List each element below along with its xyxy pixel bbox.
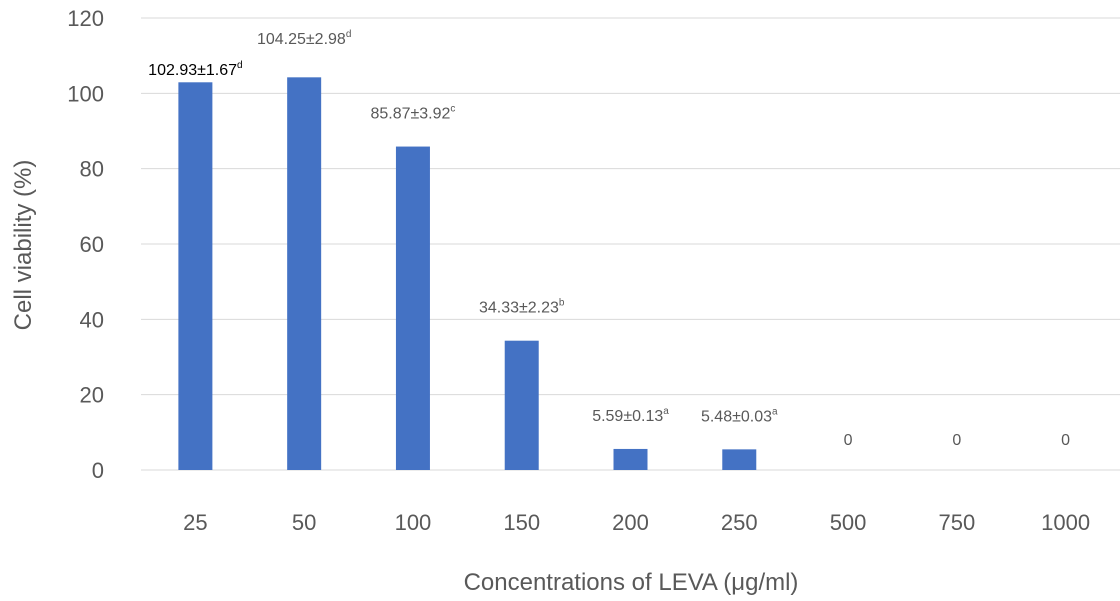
- data-label: 5.48±0.03a: [701, 406, 778, 425]
- bar: [287, 77, 322, 470]
- data-label: 0: [844, 432, 853, 449]
- data-label: 0: [952, 432, 961, 449]
- x-axis-title: Concentrations of LEVA (μg/ml): [464, 569, 799, 596]
- y-axis-ticks: 0 20 40 60 80 100 120: [67, 6, 104, 483]
- x-tick-label: 500: [830, 510, 867, 535]
- data-label-value: 5.59±0.13: [592, 408, 663, 425]
- data-label-value: 5.48±0.03: [701, 408, 772, 425]
- y-tick-label: 120: [67, 6, 104, 31]
- data-label-superscript: b: [559, 298, 565, 309]
- x-tick-label: 25: [183, 510, 207, 535]
- y-tick-label: 80: [80, 157, 104, 182]
- x-axis-ticks: 25 50 100 150 200 250 500 750 1000: [183, 510, 1090, 535]
- y-axis-title: Cell viability (%): [10, 160, 37, 331]
- x-tick-label: 750: [938, 510, 975, 535]
- data-labels: 102.93±1.67d104.25±2.98d85.87±3.92c34.33…: [148, 29, 1070, 449]
- data-label: 104.25±2.98d: [257, 29, 351, 48]
- y-tick-label: 100: [67, 81, 104, 106]
- data-label-superscript: d: [346, 29, 352, 40]
- data-label-superscript: c: [450, 104, 455, 115]
- data-label-value: 34.33±2.23: [479, 300, 559, 317]
- bar: [504, 340, 539, 470]
- data-label: 0: [1061, 432, 1070, 449]
- bar: [722, 449, 757, 470]
- data-label-superscript: d: [237, 60, 243, 71]
- bars: [178, 77, 757, 470]
- data-label-value: 85.87±3.92: [370, 106, 450, 123]
- x-tick-label: 150: [503, 510, 540, 535]
- bar: [178, 82, 213, 470]
- bar: [613, 448, 648, 470]
- data-label-superscript: a: [663, 406, 669, 417]
- y-tick-label: 60: [80, 232, 104, 257]
- x-tick-label: 250: [721, 510, 758, 535]
- x-tick-label: 100: [395, 510, 432, 535]
- data-label-value: 0: [844, 432, 853, 449]
- data-label-value: 0: [1061, 432, 1070, 449]
- data-label: 34.33±2.23b: [479, 298, 565, 317]
- data-label-value: 104.25±2.98: [257, 31, 346, 48]
- data-label-superscript: a: [772, 406, 778, 417]
- data-label-value: 0: [952, 432, 961, 449]
- data-label: 5.59±0.13a: [592, 406, 669, 425]
- x-tick-label: 50: [292, 510, 316, 535]
- data-label: 102.93±1.67d: [148, 60, 242, 79]
- y-tick-label: 0: [92, 458, 104, 483]
- data-label: 85.87±3.92c: [370, 104, 455, 123]
- x-tick-label: 200: [612, 510, 649, 535]
- bar: [395, 146, 430, 470]
- data-label-value: 102.93±1.67: [148, 62, 237, 79]
- y-tick-label: 40: [80, 307, 104, 332]
- x-tick-label: 1000: [1041, 510, 1090, 535]
- y-tick-label: 20: [80, 383, 104, 408]
